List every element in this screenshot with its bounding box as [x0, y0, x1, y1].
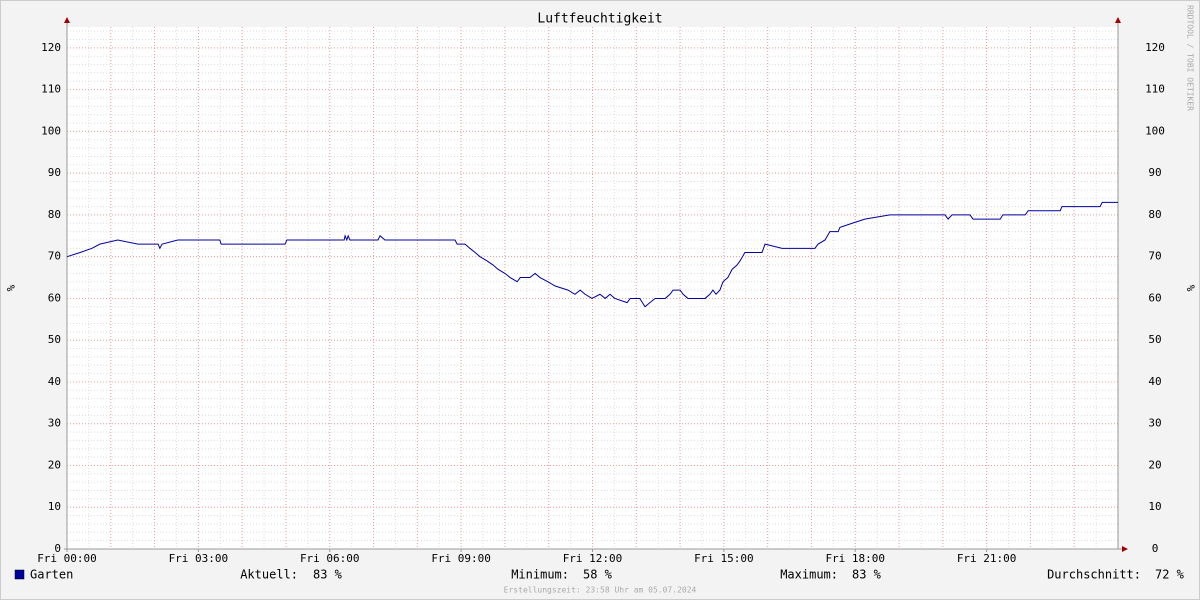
- y2-tick-label: 10: [1148, 500, 1161, 513]
- stat-label: Minimum:: [511, 568, 569, 582]
- x-tick-label: Fri 21:00: [957, 552, 1017, 565]
- y-tick-label: 90: [48, 166, 61, 179]
- y-tick-label: 110: [41, 83, 61, 96]
- y-tick-label: 0: [54, 542, 61, 555]
- y-tick-label: 20: [48, 458, 61, 471]
- y-tick-label: 100: [41, 124, 61, 137]
- y-tick-label: 30: [48, 417, 61, 430]
- y-tick-label: 70: [48, 250, 61, 263]
- watermark: RRDTOOL / TOBI OETIKER: [1186, 5, 1195, 111]
- legend-label: Garten: [30, 568, 73, 582]
- x-tick-label: Fri 06:00: [300, 552, 360, 565]
- y-tick-label: 10: [48, 500, 61, 513]
- y2-tick-label: 80: [1148, 208, 1161, 221]
- stat-label: Durchschnitt:: [1047, 568, 1141, 582]
- y2-tick-label: 40: [1148, 375, 1161, 388]
- stat-value: 83 %: [852, 568, 882, 582]
- stat-label: Maximum:: [780, 568, 838, 582]
- y2-tick-label: 30: [1148, 417, 1161, 430]
- arrow: [1115, 17, 1121, 23]
- stat-label: Aktuell:: [240, 568, 298, 582]
- y2-tick-label: 20: [1148, 458, 1161, 471]
- y2-axis-label: %: [1184, 285, 1197, 292]
- series-line: [66, 201, 1118, 308]
- y2-tick-label: 90: [1148, 166, 1161, 179]
- arrow: [64, 17, 70, 23]
- stat-value: 83 %: [313, 568, 343, 582]
- stat-value: 58 %: [583, 568, 613, 582]
- x-tick-label: Fri 09:00: [431, 552, 491, 565]
- y2-tick-label: 50: [1148, 333, 1161, 346]
- y-tick-label: 120: [41, 41, 61, 54]
- y-tick-label: 60: [48, 291, 61, 304]
- x-tick-label: Fri 03:00: [169, 552, 229, 565]
- stat-value: 72 %: [1155, 568, 1185, 582]
- y-tick-label: 40: [48, 375, 61, 388]
- y-tick-label: 50: [48, 333, 61, 346]
- footer: Erstellungszeit: 23:58 Uhr am 05.07.2024: [504, 586, 697, 595]
- arrow: [1122, 546, 1128, 552]
- x-tick-label: Fri 18:00: [825, 552, 885, 565]
- x-tick-label: Fri 12:00: [563, 552, 623, 565]
- y2-tick-label: 110: [1145, 83, 1165, 96]
- y-axis-label: %: [4, 285, 17, 292]
- x-tick-label: Fri 15:00: [694, 552, 754, 565]
- y2-tick-label: 120: [1145, 41, 1165, 54]
- y2-tick-label: 60: [1148, 291, 1161, 304]
- y2-tick-label: 100: [1145, 124, 1165, 137]
- chart-title: Luftfeuchtigkeit: [537, 12, 662, 27]
- legend-swatch: [14, 569, 25, 580]
- x-tick-label: Fri 00:00: [37, 552, 97, 565]
- y2-tick-label: 70: [1148, 250, 1161, 263]
- y2-tick-label: 0: [1152, 542, 1159, 555]
- y-tick-label: 80: [48, 208, 61, 221]
